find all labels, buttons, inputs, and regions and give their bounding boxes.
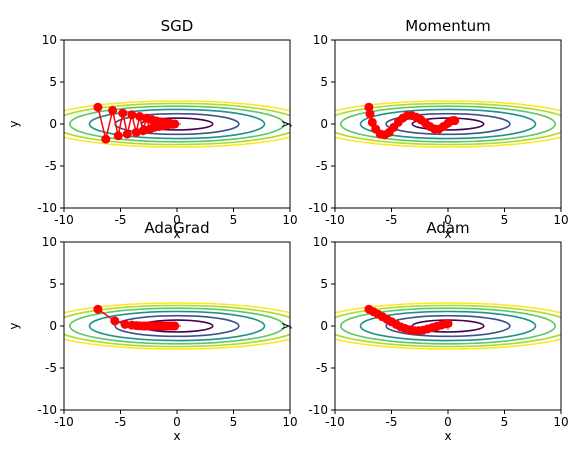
subplot-title: AdaGrad [144,219,209,237]
optimizer-path-point [123,130,132,139]
x-tick-label: 10 [553,415,568,429]
optimizer-path-point [450,116,459,125]
x-axis-label: x [173,429,180,443]
y-axis-label: y [278,120,292,127]
y-tick-label: -5 [45,361,57,375]
y-tick-label: -10 [308,201,328,215]
y-tick-label: 5 [49,75,57,89]
x-tick-label: 10 [553,213,568,227]
plot-area [310,101,587,147]
y-tick-label: -10 [308,403,328,417]
optimizer-path-point [118,109,127,118]
x-axis-label: x [444,429,451,443]
y-tick-label: 10 [313,33,328,47]
subplot-title: SGD [161,17,194,35]
optimizer-path-point [108,106,117,115]
x-tick-label: 5 [230,415,238,429]
plot-area [39,303,316,349]
subplot-title: Adam [426,219,469,237]
x-tick-label: -10 [54,213,74,227]
x-tick-label: 5 [501,415,509,429]
subplot-sgd: -10 -5 0 5 10 -10 -5 0 5 10 x y SGD [7,17,315,241]
optimizer-path-point [110,316,119,325]
y-tick-label: 10 [313,235,328,249]
subplot-adagrad: -10 -5 0 5 10 -10 -5 0 5 10 x y AdaGrad [7,219,315,443]
optimizer-path-point [127,110,136,119]
x-tick-label: 10 [282,213,297,227]
plot-area [310,303,587,349]
optimizer-path-point [101,135,110,144]
subplot-title: Momentum [405,17,490,35]
x-tick-label: -10 [325,415,345,429]
x-tick-label: 10 [282,415,297,429]
y-tick-label: 10 [42,33,57,47]
x-tick-label: -5 [386,213,398,227]
x-tick-label: -10 [325,213,345,227]
subplot-momentum: -10 -5 0 5 10 -10 -5 0 5 10 x y Momentum [278,17,586,241]
optimizer-path-point [93,305,102,314]
optimizer-path-point [170,120,179,129]
optimizer-path-point [93,103,102,112]
x-tick-label: -5 [115,415,127,429]
y-tick-label: 10 [42,235,57,249]
y-tick-label: 0 [49,319,57,333]
y-tick-label: -10 [37,201,57,215]
y-tick-label: -5 [316,159,328,173]
y-tick-label: 0 [320,319,328,333]
plot-area [39,101,316,147]
optimizer-path-point [366,109,375,118]
y-axis-label: y [7,120,21,127]
y-axis-label: y [7,322,21,329]
x-tick-label: -5 [115,213,127,227]
x-tick-label: -5 [386,415,398,429]
y-tick-label: 5 [49,277,57,291]
y-tick-label: 5 [320,75,328,89]
y-tick-label: -10 [37,403,57,417]
y-tick-label: 0 [320,117,328,131]
subplot-adam: -10 -5 0 5 10 -10 -5 0 5 10 x y Adam [278,219,586,443]
x-tick-label: -10 [54,415,74,429]
y-tick-label: -5 [45,159,57,173]
optimizer-path-point [114,131,123,140]
y-tick-label: 5 [320,277,328,291]
y-tick-label: -5 [316,361,328,375]
x-tick-label: 0 [173,415,181,429]
y-tick-label: 0 [49,117,57,131]
optimizer-path-point [170,322,179,331]
x-tick-label: 5 [230,213,238,227]
x-tick-label: 5 [501,213,509,227]
x-tick-label: 0 [444,415,452,429]
y-axis-label: y [278,322,292,329]
optimizer-path-point [444,319,453,328]
